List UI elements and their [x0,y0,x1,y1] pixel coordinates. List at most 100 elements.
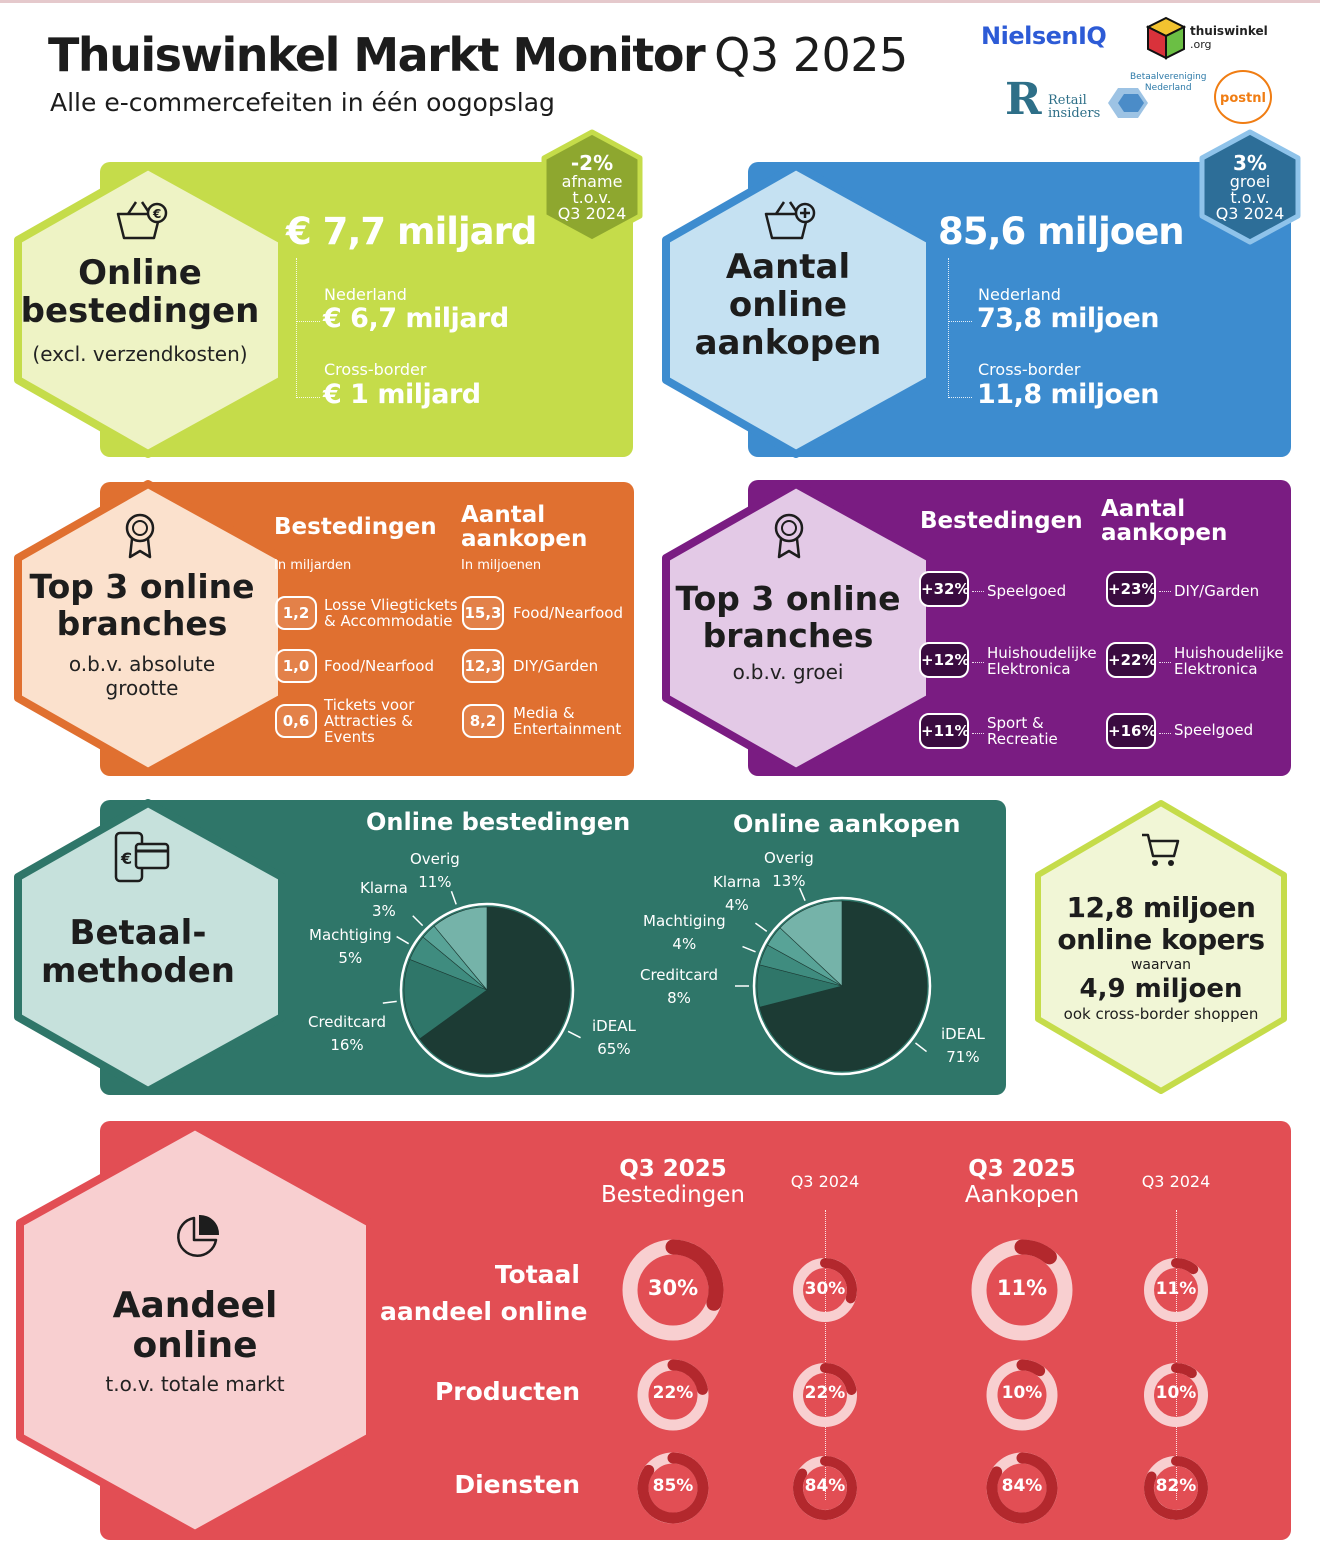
purchases-hexagon [662,162,934,458]
slice-value: 4% [725,896,749,914]
slice-name: Overig [764,849,814,867]
growth-connector [972,591,984,592]
purchases-title-line3: aankopen [694,323,882,363]
item-line: Recreatie [987,730,1058,748]
top3-growth-col1-item: Huishoudelijke Elektronica [987,645,1097,677]
pie-slice-overig [433,906,488,991]
buyers-total: 12,8 miljoen [1066,891,1256,924]
pie-leader-line [915,1042,928,1053]
betaal-name: Betaalvereniging [1130,72,1207,82]
col-header-period: Q3 2025 [619,1156,727,1182]
share-hexagon [16,1122,374,1538]
buyers-crossborder-label: ook cross-border shoppen [1063,1005,1259,1023]
purchases-connector-v [948,258,949,398]
share-row-label-services: Diensten [454,1470,580,1499]
share-subtitle: t.o.v. totale markt [105,1372,285,1396]
top3-absolute-col1-item: Tickets voor Attracties & Events [324,697,414,745]
purchases-nl-label: Nederland [978,285,1061,304]
title-text: Thuiswinkel Markt Monitor [48,28,706,82]
share-title: Aandeel online [60,1286,330,1366]
share-col-header: Q3 2024 [790,1172,860,1191]
purchases-cb-value: 11,8 miljoen [977,379,1160,410]
top3-absolute-col1-value: 1,0 [275,649,317,683]
buyers-of-which: waarvan [1130,957,1192,973]
purchases-change-tov: t.o.v. [1230,188,1270,207]
growth-connector [1159,662,1171,663]
slice-name: Klarna [360,879,408,897]
basket-plus-icon [764,201,816,240]
share-row-label-total: Totaal aandeel online [380,1256,588,1330]
ring-progress [1144,1456,1208,1520]
purchases-cb-label: Cross-border [978,360,1081,379]
item-line: Entertainment [513,720,622,738]
top3-absolute-col1-sub: In miljarden [274,558,352,573]
ring-value: 82% [1155,1476,1197,1496]
spend-change-badge: -2% afname t.o.v. Q3 2024 [546,152,638,222]
ring-progress [820,1258,857,1304]
top3-absolute-sub-line2: grootte [105,676,179,700]
slice-value: 4% [672,935,697,953]
pie-leader-line [742,945,756,953]
pie-title-purchases: Online aankopen [733,810,961,838]
top3-growth-col2-item: Speelgoed [1174,722,1253,738]
payments-hexagon [14,799,286,1095]
item-line: Elektronica [987,660,1071,678]
top3-growth-title: Top 3 online branches [668,580,908,654]
purchases-change-badge: 3% groei t.o.v. Q3 2024 [1204,152,1296,222]
slice-value: 3% [372,902,396,920]
pie-slice-creditcard [403,959,488,1040]
top3-growth-col2-value: +22% [1106,642,1156,678]
share-row-label-products: Producten [434,1377,580,1406]
pie2-label-overig: Overig 13% [764,847,814,893]
top3-absolute-subtitle: o.b.v. absolute grootte [20,652,264,700]
betaalvereniging-text: Betaalvereniging Nederland [1130,72,1207,94]
pie-leader-line [382,1000,397,1004]
purchases-nl-value: 73,8 miljoen [977,303,1160,334]
insiders-text: insiders [1048,106,1101,121]
top3-absolute-col2-value: 8,2 [462,704,504,738]
growth-connector [972,733,984,734]
pie2-label-ideal: iDEAL 71% [941,1023,985,1069]
svg-text:R: R [1005,76,1042,118]
pie1-label-klarna: Klarna 3% [360,877,408,923]
pie-title-spend: Online bestedingen [366,808,631,836]
row-label-line: aandeel online [380,1297,588,1326]
pie-leader-line [567,1030,581,1039]
item-line: Losse Vliegtickets [324,596,458,614]
share-col-header: Q3 2025 Aankopen [942,1156,1102,1208]
retail-text: Retail [1048,93,1087,108]
pie-chart-icon [177,1214,220,1257]
ring-value: 22% [652,1383,694,1403]
pie-leader-line [412,915,424,927]
purchases-change-value: 3% [1233,151,1267,175]
top3-growth-title-line2: branches [702,616,874,655]
ring-value: 10% [1001,1383,1043,1403]
top3-absolute-title-line1: Top 3 online [29,567,255,606]
item-line: Sport & [987,714,1044,732]
item-line: Media & [513,704,575,722]
ring-progress [820,1363,857,1395]
item-line: DIY/Garden [1174,582,1260,600]
growth-connector [1159,591,1171,592]
share-col-connector [1176,1210,1177,1500]
ring-progress [1014,1239,1057,1265]
buyers-hexagon [1035,800,1287,1094]
buyers-crossborder-total: 4,9 miljoen [1079,974,1243,1004]
top3-growth-col1-value: +11% [919,713,969,749]
pie2-label-creditcard: Creditcard 8% [640,964,718,1010]
phone-card-payment-icon: € [114,831,170,883]
ring-progress [1171,1258,1199,1275]
item-line: Speelgoed [1174,721,1254,739]
share-col-header: Q3 2025 Bestedingen [593,1156,753,1208]
top3-growth-col1-value: +12% [919,642,969,678]
spend-subtitle: (excl. verzendkosten) [32,342,248,366]
spend-nl-label: Nederland [324,285,407,304]
top3-absolute-sub-line1: o.b.v. absolute [68,652,216,676]
item-line: Food/Nearfood [324,657,434,675]
top3-absolute-col2-value: 15,3 [462,596,504,630]
payments-title-line1: Betaal- [69,913,207,953]
ring-progress [986,1452,1058,1524]
top3-growth-subtitle: o.b.v. groei [732,660,844,684]
betaal-country: Nederland [1144,83,1192,93]
top3-growth-col2-head-line1: Aantal [1101,496,1186,522]
